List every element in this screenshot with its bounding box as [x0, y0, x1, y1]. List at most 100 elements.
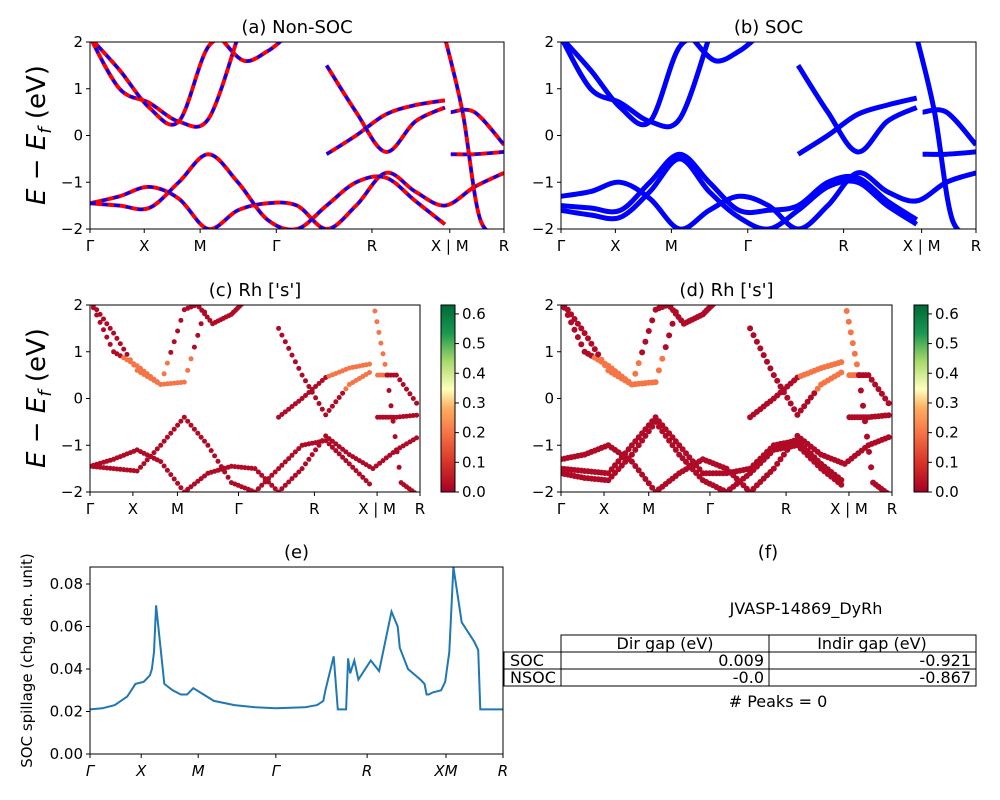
table-header-dir-gap: Dir gap (eV): [617, 634, 714, 653]
proj-point-c: [313, 447, 319, 453]
ytick-label-d-0: 2: [544, 296, 554, 314]
xtick-label-d-5: X | M: [830, 500, 868, 518]
proj-point-d: [635, 442, 642, 449]
band-a-7: [443, 42, 489, 229]
proj-point-d: [774, 377, 781, 384]
proj-point-c: [88, 298, 93, 303]
proj-point-c: [340, 390, 346, 396]
proj-point-c: [279, 462, 285, 468]
proj-point-c: [303, 393, 308, 398]
proj-point-c: [181, 379, 187, 385]
proj-point-c: [252, 489, 258, 492]
proj-point-d: [801, 403, 808, 410]
axes-frame-c: [89, 304, 421, 493]
proj-point-d: [672, 446, 679, 453]
proj-point-c: [168, 349, 174, 355]
proj-point-c: [388, 403, 394, 409]
colorbar-tick-label-c-2: 0.4: [462, 364, 486, 382]
proj-point-d: [860, 402, 866, 409]
proj-point-d: [645, 328, 652, 334]
proj-point-d: [655, 423, 662, 430]
proj-point-c: [326, 408, 332, 413]
proj-point-d: [693, 462, 700, 469]
panel-title-e: (e): [284, 542, 309, 563]
colorbar-tick-label-d-3: 0.3: [935, 394, 959, 412]
proj-point-d: [662, 344, 669, 351]
proj-point-c: [148, 453, 154, 459]
xtick-label-d-6: R: [887, 500, 897, 518]
proj-point-d: [639, 349, 646, 356]
proj-point-c: [259, 482, 265, 488]
band-b-0: [561, 170, 976, 229]
proj-point-c: [208, 448, 214, 454]
table-row-soc-label: SOC: [510, 651, 544, 670]
proj-point-c: [377, 460, 383, 466]
proj-point-d: [864, 433, 870, 440]
proj-point-c: [276, 414, 282, 420]
proj-point-c: [101, 316, 106, 322]
proj-point-c: [387, 452, 393, 458]
xtick-label-e-0: Γ: [86, 762, 96, 780]
proj-point-c: [313, 384, 319, 389]
proj-point-d: [857, 387, 864, 394]
proj-point-c: [104, 334, 110, 340]
band-a-soc-overlay-6: [450, 150, 504, 156]
proj-point-d: [564, 306, 571, 313]
proj-point-c: [175, 422, 181, 428]
ytick-label-d-2: 0: [544, 390, 554, 408]
plot-area-d: [561, 305, 892, 492]
colorbar-d: [913, 304, 929, 493]
proj-point-d: [649, 423, 656, 430]
proj-point-d: [574, 320, 581, 327]
proj-point-c: [343, 386, 349, 392]
proj-point-c: [296, 365, 302, 371]
colorbar-c: [440, 304, 456, 493]
proj-point-c: [400, 382, 406, 387]
proj-point-d: [635, 360, 642, 367]
proj-point-c: [188, 484, 194, 490]
proj-point-c: [414, 400, 420, 406]
colorbar-tick-label-d-1: 0.5: [935, 335, 959, 353]
xtick-label-c-6: R: [415, 500, 425, 518]
band-b-6: [922, 107, 976, 147]
table-row-nsoc-label: NSOC: [510, 668, 556, 687]
proj-point-d: [655, 367, 662, 374]
proj-point-c: [289, 404, 295, 409]
proj-point-c: [269, 472, 275, 478]
ytick-label-e-4: 0.00: [50, 745, 83, 763]
colorbar-tick-label-d-4: 0.2: [935, 424, 959, 442]
proj-point-d: [853, 361, 860, 368]
proj-point-c: [382, 361, 388, 367]
proj-point-c: [272, 469, 278, 475]
proj-point-c: [392, 434, 398, 440]
ytick-label-c-2: 0: [73, 390, 83, 408]
proj-point-c: [107, 325, 113, 331]
band-b-2: [561, 156, 919, 229]
proj-point-d: [683, 450, 689, 457]
proj-point-c: [356, 471, 362, 477]
table-header-indir-gap: Indir gap (eV): [817, 634, 927, 653]
proj-point-c: [279, 412, 285, 417]
ytick-label-b-4: −2: [532, 220, 554, 238]
xtick-label-b-6: R: [971, 237, 981, 255]
proj-point-d: [666, 332, 673, 339]
proj-point-c: [282, 409, 288, 415]
proj-point-c: [185, 418, 191, 424]
proj-point-c: [346, 461, 352, 467]
proj-point-d: [814, 385, 821, 392]
proj-point-c: [239, 305, 244, 307]
xtick-label-a-1: X: [139, 237, 149, 255]
proj-point-c: [111, 330, 117, 336]
xtick-label-e-6: R: [498, 762, 508, 780]
proj-point-c: [178, 485, 184, 491]
xtick-label-a-2: M: [194, 237, 207, 255]
proj-point-d: [591, 346, 598, 353]
ytick-label-b-1: 1: [544, 80, 554, 98]
band-b-1: [561, 151, 919, 222]
proj-point-c: [306, 456, 312, 462]
proj-point-d: [787, 400, 794, 407]
proj-point-d: [652, 414, 659, 421]
proj-point-c: [329, 444, 335, 450]
proj-point-c: [181, 414, 187, 420]
xtick-label-a-6: R: [499, 237, 509, 255]
